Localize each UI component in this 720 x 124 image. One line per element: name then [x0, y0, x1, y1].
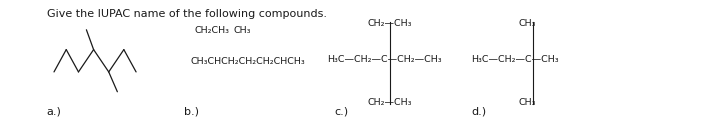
Text: CH₃: CH₃ — [234, 26, 251, 35]
Text: CH₃: CH₃ — [518, 98, 536, 107]
Text: CH₃: CH₃ — [518, 19, 536, 28]
Text: CH₂—CH₃: CH₂—CH₃ — [367, 98, 412, 107]
Text: b.): b.) — [184, 107, 199, 117]
Text: H₃C—CH₂—C—CH₂—CH₃: H₃C—CH₂—C—CH₂—CH₃ — [328, 55, 442, 64]
Text: c.): c.) — [335, 107, 349, 117]
Text: d.): d.) — [472, 107, 487, 117]
Text: Give the IUPAC name of the following compounds.: Give the IUPAC name of the following com… — [47, 9, 327, 19]
Text: H₃C—CH₂—C—CH₃: H₃C—CH₂—C—CH₃ — [472, 55, 559, 64]
Text: CH₂—CH₃: CH₂—CH₃ — [367, 19, 412, 28]
Text: a.): a.) — [47, 107, 62, 117]
Text: CH₂CH₃: CH₂CH₃ — [194, 26, 230, 35]
Text: CH₃CHCH₂CH₂CH₂CHCH₃: CH₃CHCH₂CH₂CH₂CHCH₃ — [191, 58, 305, 66]
